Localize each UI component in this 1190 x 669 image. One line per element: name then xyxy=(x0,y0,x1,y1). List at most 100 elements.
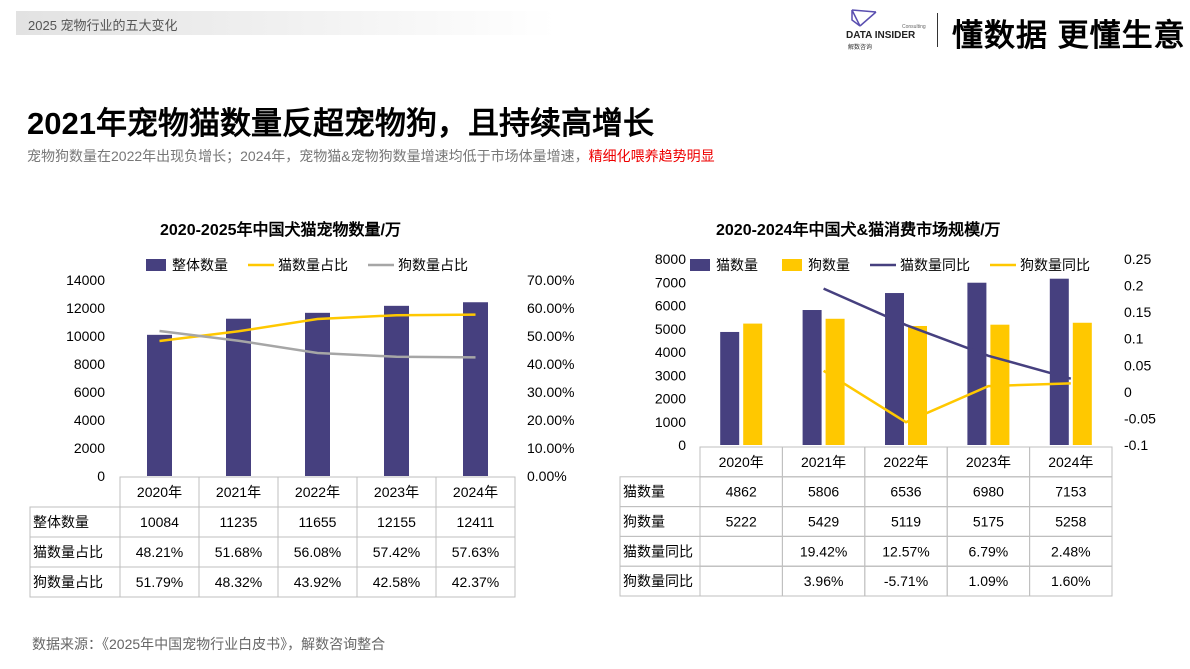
table-header-cell: 2023年 xyxy=(374,484,419,500)
table-cell-value: 48.21% xyxy=(136,544,183,560)
logo: Consulting DATA INSIDER 解数咨询 xyxy=(846,8,926,51)
y-right-tick: 0.25 xyxy=(1124,251,1151,267)
table-cell-value: 7153 xyxy=(1055,484,1086,500)
bar-猫数量 xyxy=(720,331,740,445)
y-right-tick: 60.00% xyxy=(527,300,574,316)
table-header-cell: 2022年 xyxy=(883,454,928,470)
y-right-tick: 0.15 xyxy=(1124,304,1151,320)
bar-整体数量 xyxy=(384,305,409,476)
y-left-tick: 6000 xyxy=(74,384,105,400)
y-left-tick: 3000 xyxy=(655,367,686,383)
table-cell xyxy=(1029,565,1113,597)
table-cell-value: -5.71% xyxy=(884,573,928,589)
bar-整体数量 xyxy=(305,312,330,476)
y-left-tick: 2000 xyxy=(655,391,686,407)
bar-整体数量 xyxy=(226,318,251,476)
table-cell-value: 12155 xyxy=(377,514,416,530)
bar-猫数量 xyxy=(802,310,822,445)
table-cell-value: 6980 xyxy=(973,484,1004,500)
page-title: 2021年宠物猫数量反超宠物狗，且持续高增长 xyxy=(27,106,654,141)
table-cell-value: 48.32% xyxy=(215,574,262,590)
logo-icon xyxy=(851,9,877,27)
logo-text: DATA INSIDER xyxy=(846,30,916,41)
y-left-tick: 8000 xyxy=(74,356,105,372)
legend-label: 狗数量占比 xyxy=(398,257,468,273)
y-left-tick: 2000 xyxy=(74,440,105,456)
y-right-tick: 30.00% xyxy=(527,384,574,400)
line-猫数量同比 xyxy=(823,287,1072,380)
table-header-cell: 2024年 xyxy=(453,484,498,500)
table-row-label: 猫数量 xyxy=(623,484,665,500)
table-cell xyxy=(699,535,783,567)
y-left-tick: 5000 xyxy=(655,321,686,337)
table-cell-value: 42.58% xyxy=(373,574,420,590)
table-row-label: 狗数量占比 xyxy=(33,574,103,590)
table-cell-value: 5258 xyxy=(1055,514,1086,530)
table-header-cell: 2020年 xyxy=(719,454,764,470)
legend-label: 整体数量 xyxy=(172,257,228,273)
logo-sub: 解数咨询 xyxy=(848,45,873,51)
legend-swatch xyxy=(690,259,710,271)
divider xyxy=(937,13,938,47)
legend-label: 猫数量 xyxy=(716,257,758,273)
table-cell-value: 57.42% xyxy=(373,544,420,560)
table-header-cell: 2024年 xyxy=(1048,454,1093,470)
table-cell-value: 19.42% xyxy=(800,543,847,559)
table-cell-value: 56.08% xyxy=(294,544,341,560)
legend-label: 狗数量同比 xyxy=(1020,257,1090,273)
table-cell-value: 5429 xyxy=(808,514,839,530)
y-left-tick: 7000 xyxy=(655,274,686,290)
table-cell-value: 43.92% xyxy=(294,574,341,590)
table-cell-value: 1.60% xyxy=(1051,573,1091,589)
subtitle: 宠物狗数量在2022年出现负增长；2024年，宠物猫&宠物狗数量增速均低于市场体… xyxy=(27,146,715,166)
subtitle-highlight: 精细化喂养趋势明显 xyxy=(588,148,715,164)
subtitle-text: 宠物狗数量在2022年出现负增长；2024年，宠物猫&宠物狗数量增速均低于市场体… xyxy=(27,148,589,164)
bar-狗数量 xyxy=(908,325,927,445)
table-cell-value: 11235 xyxy=(220,514,258,530)
table-row-label: 狗数量 xyxy=(623,514,665,530)
table-row xyxy=(29,506,516,538)
table-cell-value: 6536 xyxy=(890,484,921,500)
bar-猫数量 xyxy=(885,293,904,445)
table-cell-value: 42.37% xyxy=(452,574,499,590)
table-cell-value: 12411 xyxy=(457,514,495,530)
bar-猫数量 xyxy=(967,282,987,445)
table-cell xyxy=(699,565,783,597)
table-cell-value: 51.68% xyxy=(215,544,262,560)
legend-swatch xyxy=(146,259,166,271)
y-right-tick: -0.1 xyxy=(1124,437,1148,453)
legend-label: 猫数量占比 xyxy=(278,257,348,273)
table-cell-value: 5175 xyxy=(973,514,1004,530)
y-left-tick: 1000 xyxy=(655,414,686,430)
y-right-tick: 10.00% xyxy=(527,440,574,456)
table-row-label: 整体数量 xyxy=(33,514,89,530)
bar-猫数量 xyxy=(1049,278,1069,445)
table-row-label: 猫数量占比 xyxy=(33,544,103,560)
table-header-cell: 2021年 xyxy=(801,454,846,470)
table-row xyxy=(619,565,1113,597)
y-right-tick: 0.1 xyxy=(1124,331,1144,347)
breadcrumb: 2025 宠物行业的五大变化 xyxy=(16,11,556,35)
y-left-tick: 12000 xyxy=(66,300,105,316)
bar-狗数量 xyxy=(825,318,845,445)
table-row-label: 猫数量同比 xyxy=(623,543,693,559)
table-cell-value: 5222 xyxy=(726,514,757,530)
table-cell-value: 4862 xyxy=(726,484,757,500)
table-header-cell: 2022年 xyxy=(295,484,340,500)
chart2-title: 2020-2024年中国犬&猫消费市场规模/万 xyxy=(716,222,1001,239)
table-cell-value: 2.48% xyxy=(1051,543,1091,559)
table-header-cell: 2020年 xyxy=(137,484,182,500)
bar-整体数量 xyxy=(463,302,488,476)
table-cell-value: 3.96% xyxy=(804,573,844,589)
table-cell-value: 5806 xyxy=(808,484,839,500)
legend-label: 狗数量 xyxy=(808,257,850,273)
y-right-tick: 0.00% xyxy=(527,468,567,484)
table-cell xyxy=(435,566,516,598)
table-row-label: 狗数量同比 xyxy=(623,573,693,589)
y-left-tick: 6000 xyxy=(655,298,686,314)
table-cell-value: 1.09% xyxy=(969,573,1009,589)
table-header-cell: 2023年 xyxy=(966,454,1011,470)
slogan: 懂数据 更懂生意 xyxy=(952,18,1186,53)
y-left-tick: 4000 xyxy=(655,344,686,360)
